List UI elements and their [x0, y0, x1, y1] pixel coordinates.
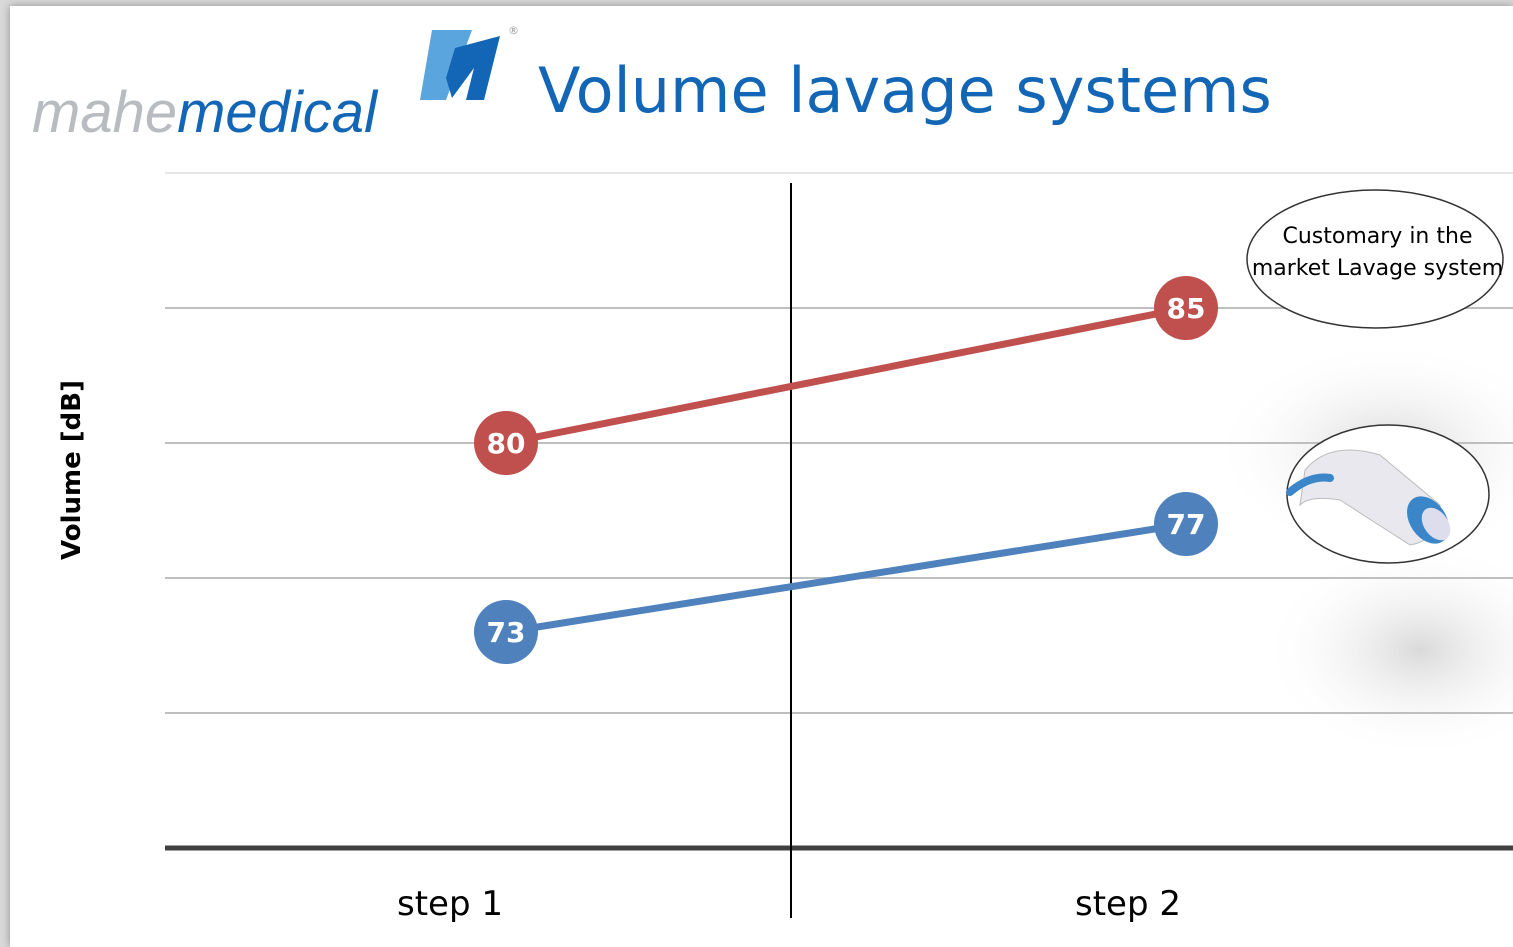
- product-image: [1287, 425, 1489, 563]
- value-label: 73: [487, 616, 526, 649]
- y-axis-label: Volume [dB]: [57, 380, 87, 560]
- logo-prefix: mahe: [32, 80, 177, 145]
- value-label: 85: [1167, 292, 1206, 325]
- x-tick-label: step 2: [1075, 884, 1181, 924]
- logo-suffix: medical: [177, 80, 379, 145]
- x-tick-label: step 1: [397, 884, 503, 924]
- legend-label: Customary in the market Lavage system: [1250, 221, 1505, 285]
- logo: mahemedical ®: [32, 24, 519, 145]
- value-label: 80: [487, 427, 526, 460]
- logo-registered: ®: [508, 24, 519, 37]
- chart-title: Volume lavage systems: [538, 54, 1272, 127]
- shadow: [1260, 540, 1513, 760]
- logo-text: mahemedical: [32, 80, 379, 145]
- chart: mahemedical ® Volume lavage systems Volu…: [0, 0, 1513, 947]
- value-label: 77: [1167, 508, 1206, 541]
- series-line: [506, 308, 1186, 443]
- page: mahemedical ® Volume lavage systems Volu…: [0, 0, 1513, 947]
